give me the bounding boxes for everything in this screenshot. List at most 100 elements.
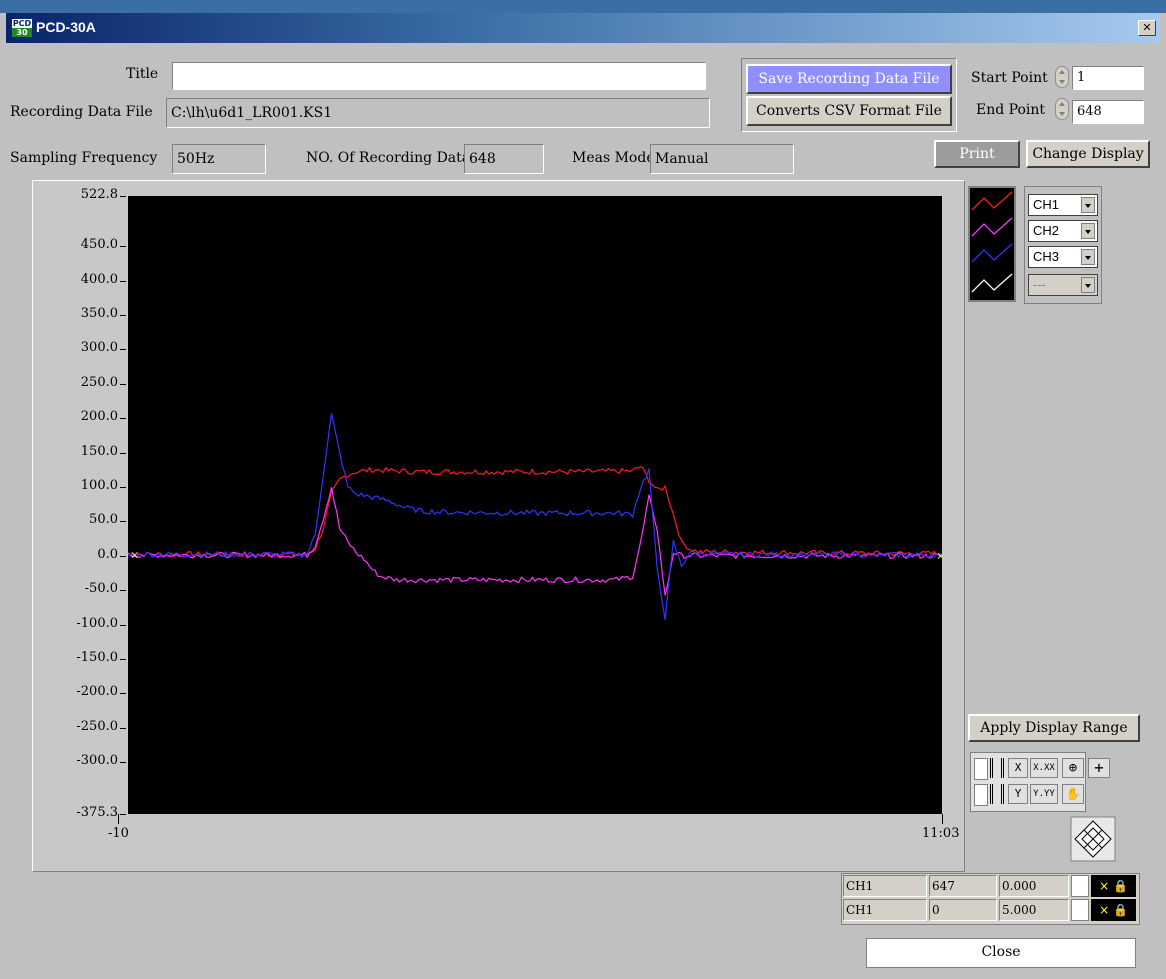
zoom-icon[interactable]: ⊕ [1062,758,1084,778]
file-button-group [741,58,957,132]
y-tick-label: -150.0 [76,649,118,665]
y-tick-mark [120,521,126,523]
y-tick-mark [120,383,126,385]
file-path-field: C:\lh\u6d1_LR001.KS1 [166,98,710,128]
freq-label: Sampling Frequency [10,150,158,166]
y-tick-mark [120,349,126,351]
y-tick-mark [120,486,126,488]
y-tick-mark [120,814,126,815]
close-button[interactable]: Close [866,938,1136,968]
y-tick-mark [120,196,126,197]
y-tick-label: -375.3 [76,805,118,820]
y-tick-mark [120,727,126,729]
cursor-lock-icon[interactable]: × 🔒 [1091,899,1136,921]
y-tick-mark [120,555,126,557]
scale-lock-y-icon[interactable] [974,784,988,806]
plot-legend [968,186,1016,302]
autoscale-y-icon[interactable] [990,784,1004,804]
axis-x-icon[interactable]: X [1008,758,1028,778]
cursor-color-swatch[interactable] [1071,875,1089,897]
y-tick-label: -100.0 [76,615,118,631]
channel-select-2[interactable]: CH2 [1028,220,1098,242]
start-point-spinner-icon[interactable] [1055,66,1069,88]
cursor-channel[interactable]: CH1 [843,875,927,897]
y-tick-label: 100.0 [80,477,118,493]
y-tick-mark [120,693,126,695]
title-label: Title [126,66,159,82]
legend-ch1-swatch [971,191,1013,211]
y-tick-label: 50.0 [89,512,118,528]
plot-area [128,196,942,814]
legend-swatches [971,191,1013,293]
y-tick-mark [120,246,126,248]
count-label: NO. Of Recording Data [306,150,471,166]
chevron-down-icon[interactable] [1081,249,1095,265]
scale-lock-x-icon[interactable] [974,758,988,780]
y-tick-label: 350.0 [80,305,118,321]
y-tick-label: -200.0 [76,684,118,700]
cursor-index[interactable]: 0 [929,899,997,921]
y-tick-mark [120,624,126,626]
end-point-spinner-icon[interactable] [1055,98,1069,120]
mode-label: Meas Mode [572,150,655,166]
x-tick-start: -10 [108,826,129,841]
cursor-lock-icon[interactable]: × 🔒 [1091,875,1136,897]
y-tick-mark [120,762,126,764]
y-tick-label: 450.0 [80,237,118,253]
freq-field: 50Hz [172,144,266,174]
crosshair-icon[interactable]: + [1088,758,1110,778]
x-tick-end: 11:03 [922,826,960,841]
line-chart[interactable]: × × [128,196,942,814]
y-tick-label: 522.8 [80,187,118,202]
end-point-label: End Point [976,102,1046,118]
file-label: Recording Data File [10,104,153,120]
channel-select-1[interactable]: CH1 [1028,194,1098,216]
print-button[interactable]: Print [934,140,1020,168]
save-recording-button[interactable]: Save Recording Data File [746,64,952,94]
y-tick-label: -250.0 [76,718,118,734]
y-tick-mark [120,314,126,316]
legend-ch2-swatch [971,217,1013,237]
end-point-input[interactable]: 648 [1072,100,1144,124]
channel-select-3[interactable]: CH3 [1028,246,1098,268]
series-line-2 [128,487,942,596]
autoscale-x-icon[interactable] [990,758,1004,778]
channel-select-4[interactable]: --- [1028,274,1098,296]
window-close-icon[interactable]: ✕ [1138,20,1156,36]
cursor-move-icon[interactable] [1070,816,1116,862]
cursor-marker[interactable]: × [130,548,139,561]
apply-display-range-button[interactable]: Apply Display Range [968,714,1140,742]
x-tick-mark [118,814,119,824]
series-line-3 [128,413,942,621]
cursor-value[interactable]: 0.000 [999,875,1069,897]
format-x-icon[interactable]: X.XX [1030,758,1058,778]
chevron-down-icon[interactable] [1081,197,1095,213]
cursor-color-swatch[interactable] [1071,899,1089,921]
cursor-marker[interactable]: × [936,550,942,563]
y-tick-label: 150.0 [80,443,118,459]
cursor-index[interactable]: 647 [929,875,997,897]
format-y-icon[interactable]: Y.YY [1030,784,1058,804]
y-tick-mark [120,418,126,420]
x-tick-mark [942,814,943,824]
cursor-value[interactable]: 5.000 [999,899,1069,921]
legend-ch3-swatch [971,243,1013,263]
y-tick-label: 400.0 [80,271,118,287]
chevron-down-icon[interactable] [1081,277,1095,293]
y-tick-mark [120,658,126,660]
channel-selector-group [1024,186,1102,304]
title-input[interactable] [172,62,706,90]
y-tick-label: 200.0 [80,409,118,425]
chevron-down-icon[interactable] [1081,223,1095,239]
axis-y-icon[interactable]: Y [1008,784,1028,804]
cursor-channel[interactable]: CH1 [843,899,927,921]
title-bar[interactable]: PCD 30 PCD-30A ✕ [6,13,1160,43]
pan-hand-icon[interactable]: ✋ [1062,784,1084,804]
legend-ch4-swatch [971,273,1013,293]
y-tick-mark [120,452,126,454]
change-display-button[interactable]: Change Display [1026,140,1150,168]
convert-csv-button[interactable]: Converts CSV Format File [746,96,952,126]
start-point-input[interactable]: 1 [1072,66,1144,90]
y-tick-mark [120,590,126,592]
